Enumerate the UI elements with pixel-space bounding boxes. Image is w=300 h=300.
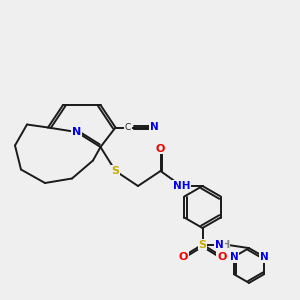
Text: N: N [149,122,158,133]
Text: N: N [215,239,224,250]
Text: S: S [199,239,206,250]
Text: O: O [217,251,227,262]
Text: N: N [260,252,268,262]
Text: C: C [125,123,131,132]
Text: N: N [230,252,238,262]
Text: N: N [72,127,81,137]
Text: NH: NH [173,181,190,191]
Text: H: H [221,239,229,250]
Text: S: S [112,166,119,176]
Text: O: O [156,143,165,154]
Text: O: O [178,251,188,262]
